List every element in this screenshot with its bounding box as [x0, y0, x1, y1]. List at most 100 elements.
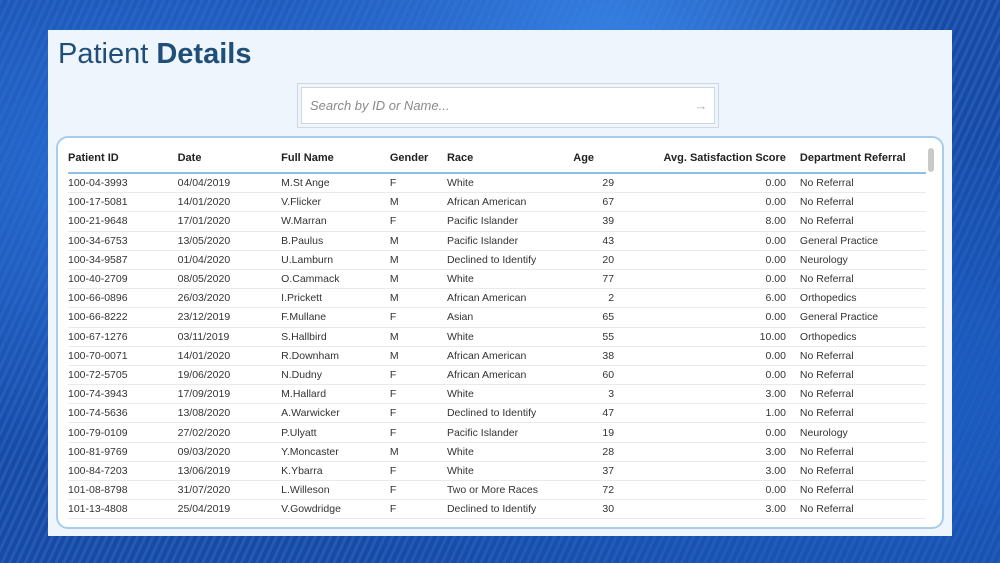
- date-cell: 19/06/2020: [177, 365, 282, 386]
- satisfaction-cell: 6.00: [618, 288, 800, 309]
- race-cell: White: [446, 384, 574, 405]
- table-row[interactable]: 100-72-5705 19/06/2020 N.Dudny F African Ame…: [68, 365, 926, 386]
- department-cell: Neurology: [799, 250, 926, 270]
- gender-cell: F: [389, 499, 447, 520]
- table-row[interactable]: 101-08-8798 31/07/2020 L.Willeson F Two or M…: [68, 480, 926, 501]
- date-cell: 13/06/2019: [177, 461, 282, 482]
- department-cell: No Referral: [799, 173, 926, 194]
- table-row[interactable]: 100-67-1276 03/11/2019 S.Hallbird M White 55 1…: [68, 327, 926, 347]
- full-name-cell: L.Willeson: [281, 480, 390, 501]
- age-cell: 30: [573, 499, 619, 520]
- race-cell: Pacific Islander: [446, 211, 574, 232]
- date-cell: 14/01/2020: [177, 192, 282, 213]
- table-row[interactable]: 100-74-3943 17/09/2019 M.Hallard F White 3 3.0…: [68, 384, 926, 405]
- race-cell: Asian: [446, 307, 574, 328]
- department-cell: Neurology: [799, 422, 926, 443]
- patient-id-cell: 100-66-0896: [68, 288, 178, 309]
- age-cell: 77: [573, 269, 619, 290]
- race-cell: White: [446, 442, 574, 462]
- patient-id-cell: 100-17-5081: [68, 192, 178, 213]
- table-row[interactable]: 100-74-5636 13/08/2020 A.Warwicker F Decline…: [68, 403, 926, 424]
- patient-table: Patient ID Date Full Name Gender Race Ag…: [68, 144, 926, 520]
- column-header-patient-id[interactable]: Patient ID: [68, 144, 178, 174]
- full-name-cell: W.Marran: [281, 211, 390, 232]
- age-cell: 72: [573, 480, 619, 501]
- date-cell: 08/05/2020: [177, 269, 282, 290]
- age-cell: 47: [573, 403, 619, 424]
- department-cell: No Referral: [799, 365, 926, 386]
- table-row[interactable]: 100-04-3993 04/04/2019 M.St Ange F White 29 0.…: [68, 173, 926, 194]
- patient-id-cell: 100-70-0071: [68, 346, 178, 366]
- table-row[interactable]: 100-81-9769 09/03/2020 Y.Moncaster M White 28…: [68, 442, 926, 462]
- age-cell: 2: [573, 288, 619, 309]
- patient-id-cell: 101-08-8798: [68, 480, 178, 501]
- table-row[interactable]: 101-13-4808 25/04/2019 V.Gowdridge F Decline…: [68, 499, 926, 520]
- age-cell: 55: [573, 327, 619, 347]
- patient-id-cell: 100-74-5636: [68, 403, 178, 424]
- gender-cell: M: [389, 346, 447, 366]
- satisfaction-cell: 10.00: [618, 327, 800, 347]
- age-cell: 3: [573, 384, 619, 405]
- gender-cell: M: [389, 442, 447, 462]
- patient-id-cell: 100-34-9587: [68, 250, 178, 270]
- age-cell: 67: [573, 192, 619, 213]
- race-cell: Declined to Identify: [446, 403, 574, 424]
- patient-id-cell: 100-21-9648: [68, 211, 178, 232]
- full-name-cell: U.Lamburn: [281, 250, 390, 270]
- full-name-cell: P.Ulyatt: [281, 422, 390, 443]
- age-cell: 60: [573, 365, 619, 386]
- column-header-department[interactable]: Department Referral: [799, 144, 926, 174]
- column-header-age[interactable]: Age: [573, 144, 619, 174]
- date-cell: 17/01/2020: [177, 211, 282, 232]
- department-cell: General Practice: [799, 231, 926, 251]
- table-row[interactable]: 100-66-8222 23/12/2019 F.Mullane F Asian 65 0.…: [68, 307, 926, 328]
- column-header-race[interactable]: Race: [446, 144, 574, 174]
- department-cell: No Referral: [799, 211, 926, 232]
- satisfaction-cell: 3.00: [618, 442, 800, 462]
- page-title: Patient Details: [58, 38, 251, 71]
- gender-cell: F: [389, 173, 447, 194]
- race-cell: African American: [446, 365, 574, 386]
- full-name-cell: R.Downham: [281, 346, 390, 366]
- full-name-cell: F.Mullane: [281, 307, 390, 328]
- table-row[interactable]: 100-34-6753 13/05/2020 B.Paulus M Pacific Is…: [68, 231, 926, 251]
- patient-id-cell: 100-66-8222: [68, 307, 178, 328]
- full-name-cell: N.Dudny: [281, 365, 390, 386]
- patient-id-cell: 100-74-3943: [68, 384, 178, 405]
- column-header-date[interactable]: Date: [177, 144, 282, 174]
- table-row[interactable]: 100-21-9648 17/01/2020 W.Marran F Pacific Is…: [68, 211, 926, 232]
- page-title-bold: Details: [156, 38, 252, 70]
- satisfaction-cell: 0.00: [618, 365, 800, 386]
- search-input[interactable]: [302, 97, 688, 114]
- table-row[interactable]: 100-40-2709 08/05/2020 O.Cammack M White 77 0.…: [68, 269, 926, 290]
- full-name-cell: I.Prickett: [281, 288, 390, 309]
- report-panel: Patient Details → Patient ID Date Full N…: [48, 30, 952, 536]
- patient-id-cell: 100-04-3993: [68, 173, 178, 194]
- column-header-full-name[interactable]: Full Name: [281, 144, 390, 174]
- satisfaction-cell: 0.00: [618, 250, 800, 270]
- date-cell: 23/12/2019: [177, 307, 282, 328]
- table-row[interactable]: 100-17-5081 14/01/2020 V.Flicker M African A…: [68, 192, 926, 213]
- table-row[interactable]: 100-84-7203 13/06/2019 K.Ybarra F White 37 3.0…: [68, 461, 926, 482]
- department-cell: No Referral: [799, 269, 926, 290]
- table-scrollbar[interactable]: [928, 148, 934, 172]
- department-cell: No Referral: [799, 499, 926, 520]
- arrow-right-icon[interactable]: →: [694, 98, 708, 113]
- race-cell: White: [446, 269, 574, 290]
- table-row[interactable]: 100-79-0109 27/02/2020 P.Ulyatt F Pacific Is…: [68, 422, 926, 443]
- table-row[interactable]: 100-66-0896 26/03/2020 I.Prickett M African …: [68, 288, 926, 309]
- table-row[interactable]: 100-34-9587 01/04/2020 U.Lamburn M Declined …: [68, 250, 926, 270]
- date-cell: 17/09/2019: [177, 384, 282, 405]
- gender-cell: M: [389, 288, 447, 309]
- table-row[interactable]: 100-70-0071 14/01/2020 R.Downham M African A…: [68, 346, 926, 366]
- column-header-satisfaction[interactable]: Avg. Satisfaction Score: [618, 144, 800, 174]
- age-cell: 37: [573, 461, 619, 482]
- gender-cell: M: [389, 269, 447, 290]
- patient-id-cell: 100-81-9769: [68, 442, 178, 462]
- age-cell: 28: [573, 442, 619, 462]
- race-cell: Two or More Races: [446, 480, 574, 501]
- column-header-gender[interactable]: Gender: [389, 144, 447, 174]
- race-cell: Declined to Identify: [446, 250, 574, 270]
- date-cell: 03/11/2019: [177, 327, 282, 347]
- full-name-cell: K.Ybarra: [281, 461, 390, 482]
